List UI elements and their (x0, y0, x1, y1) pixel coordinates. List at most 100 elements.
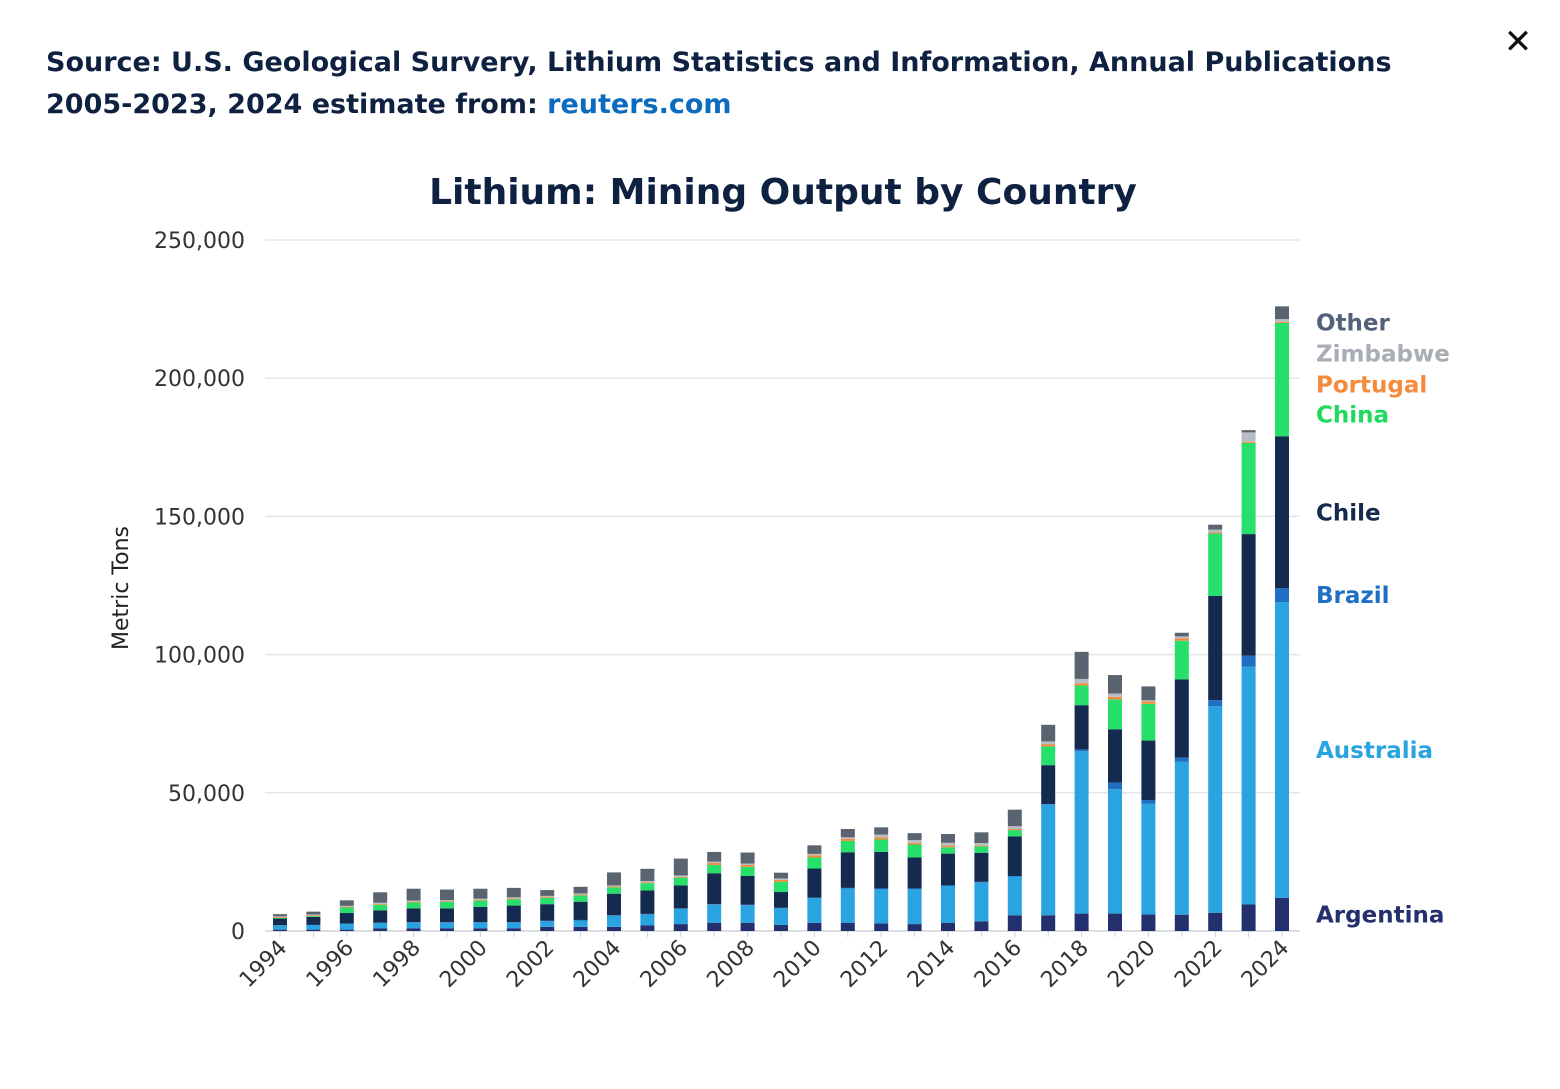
bar-segment-china-1999 (440, 901, 454, 909)
bar-segment-other-2002 (540, 890, 555, 896)
legend-label-chile: Chile (1316, 500, 1381, 526)
bar-segment-brazil-2001 (506, 922, 521, 923)
bar-segment-australia-2007 (707, 904, 722, 923)
bar-segment-portugal-2011 (840, 838, 855, 841)
bar-segment-brazil-2009 (774, 907, 788, 909)
bar-segment-argentina-2019 (1108, 913, 1122, 931)
bar-segment-other-2019 (1108, 675, 1122, 694)
bar-segment-china-2009 (774, 881, 788, 893)
bar-segment-other-2008 (740, 852, 755, 864)
bar-segment-australia-2010 (807, 898, 822, 923)
bar-segment-zimbabwe-2012 (874, 834, 889, 838)
source-text: Source: U.S. Geological Survery, Lithium… (46, 47, 1392, 120)
bar-segment-portugal-2017 (1041, 744, 1056, 747)
bar-segment-chile-2011 (840, 852, 855, 888)
bars (273, 306, 1289, 937)
bar-segment-zimbabwe-2015 (974, 843, 989, 846)
bar-segment-australia-2000 (473, 922, 488, 929)
bar-segment-brazil-2016 (1007, 875, 1022, 877)
bar-segment-china-2016 (1007, 830, 1022, 837)
bar-segment-portugal-2012 (874, 837, 889, 840)
x-tick-label: 2020 (1103, 936, 1160, 993)
bar-segment-australia-2024 (1275, 602, 1289, 898)
bar-segment-brazil-2010 (807, 897, 822, 899)
bar-segment-chile-2001 (506, 905, 521, 923)
bar-segment-china-2006 (673, 877, 688, 886)
bar-segment-china-2024 (1275, 322, 1289, 437)
bar-segment-zimbabwe-2003 (573, 893, 588, 895)
bar-segment-other-2001 (506, 887, 521, 898)
bar-segment-chile-2017 (1041, 765, 1056, 805)
bar-segment-china-2010 (807, 857, 822, 869)
bar-segment-zimbabwe-2011 (840, 837, 855, 839)
bar-segment-australia-2008 (740, 905, 755, 923)
bar-segment-portugal-2002 (540, 897, 555, 898)
bar-segment-brazil-2011 (840, 887, 855, 889)
bar-segment-chile-2022 (1208, 596, 1223, 701)
bar-segment-chile-2010 (807, 868, 822, 898)
bar-segment-portugal-1995 (306, 915, 321, 917)
bar-segment-zimbabwe-2022 (1208, 529, 1223, 533)
bar-segment-argentina-2005 (640, 925, 655, 931)
bar-segment-zimbabwe-2024 (1275, 319, 1289, 322)
x-tick-label: 2018 (1037, 936, 1094, 993)
bar-segment-argentina-2013 (907, 924, 922, 931)
bar-segment-chile-2005 (640, 890, 655, 914)
bar-segment-argentina-2023 (1241, 904, 1256, 931)
bar-segment-zimbabwe-2020 (1141, 700, 1156, 702)
source-note: Source: U.S. Geological Survery, Lithium… (46, 42, 1466, 126)
bar-segment-portugal-2014 (941, 845, 955, 848)
x-tick-label: 2014 (903, 936, 960, 993)
bar-segment-portugal-2007 (707, 863, 722, 865)
bar-segment-china-2020 (1141, 703, 1156, 741)
source-link[interactable]: reuters.com (547, 89, 732, 120)
close-icon[interactable]: ✕ (1503, 22, 1533, 62)
bar-segment-china-1994 (273, 918, 287, 919)
bar-segment-portugal-1999 (440, 901, 454, 902)
bar-segment-chile-2018 (1074, 705, 1089, 750)
bar-segment-australia-2015 (974, 882, 989, 922)
bar-segment-zimbabwe-2010 (807, 853, 822, 856)
bar-segment-china-2017 (1041, 746, 1056, 766)
x-tick-label: 2008 (703, 936, 760, 993)
bar-segment-argentina-2017 (1041, 915, 1056, 931)
bar-segment-other-2016 (1007, 809, 1022, 827)
bar-segment-brazil-2012 (874, 888, 889, 889)
bar-segment-portugal-2006 (673, 876, 688, 878)
bar-segment-australia-2014 (941, 885, 955, 923)
bar-segment-other-2000 (473, 888, 488, 899)
bar-segment-zimbabwe-2013 (907, 840, 922, 843)
bar-segment-chile-2016 (1007, 836, 1022, 876)
x-tick-label: 2006 (636, 936, 693, 993)
bar-segment-zimbabwe-1995 (306, 914, 321, 916)
bar-segment-other-2017 (1041, 724, 1056, 742)
bar-segment-china-2007 (707, 864, 722, 874)
bar-segment-china-2018 (1074, 685, 1089, 706)
bar-segment-china-2004 (607, 887, 621, 894)
bar-segment-australia-1998 (406, 922, 421, 929)
y-tick-label: 150,000 (154, 505, 245, 530)
bar-segment-zimbabwe-2009 (774, 878, 788, 880)
x-tick-label: 1998 (369, 936, 426, 993)
bar-segment-australia-2018 (1074, 751, 1089, 914)
bar-segment-china-2011 (840, 840, 855, 853)
bar-segment-other-2018 (1074, 651, 1089, 679)
bar-segment-chile-2009 (774, 892, 788, 908)
bar-segment-australia-2016 (1007, 876, 1022, 916)
bar-segment-brazil-2013 (907, 888, 922, 889)
bar-segment-argentina-1998 (406, 928, 421, 931)
bar-segment-other-2014 (941, 833, 955, 843)
bar-segment-chile-2015 (974, 852, 989, 882)
bar-segment-portugal-2009 (774, 879, 788, 882)
x-tick-label: 2000 (435, 936, 492, 993)
bar-segment-australia-2019 (1108, 789, 1122, 914)
bar-segment-portugal-2015 (974, 845, 989, 847)
bar-segment-other-1997 (373, 892, 388, 903)
bar-segment-portugal-2008 (740, 864, 755, 867)
bar-segment-australia-2009 (774, 908, 788, 925)
bar-segment-china-1995 (306, 916, 321, 917)
bar-segment-other-1995 (306, 911, 321, 915)
bar-segment-argentina-2006 (673, 924, 688, 931)
x-tick-label: 2010 (769, 936, 826, 993)
x-tick-label: 2024 (1237, 936, 1294, 993)
